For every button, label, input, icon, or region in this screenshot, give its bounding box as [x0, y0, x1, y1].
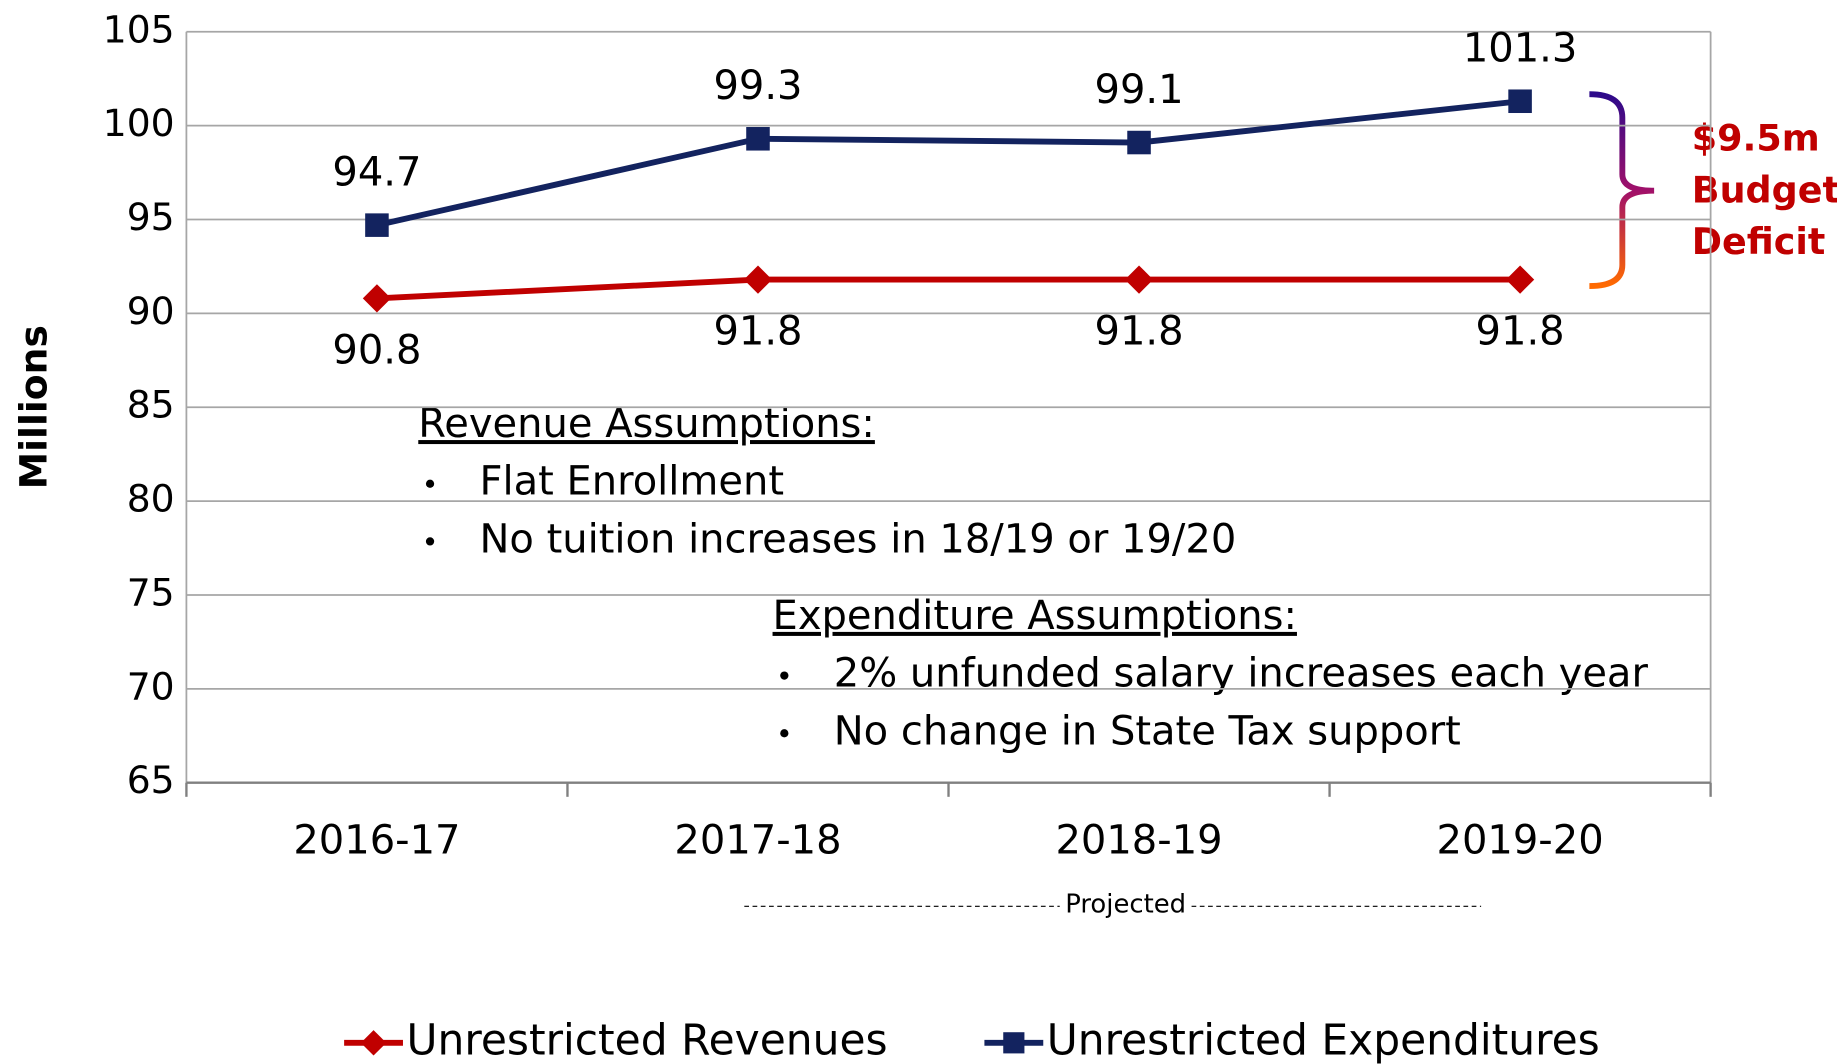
data-label: 91.8: [713, 309, 802, 355]
y-tick-label: 95: [127, 195, 175, 239]
y-tick-label: 85: [127, 383, 175, 427]
bullet: [780, 729, 789, 738]
data-label: 90.8: [332, 327, 421, 373]
marker: [365, 213, 389, 237]
y-tick-label: 65: [127, 758, 175, 802]
bullet: [780, 671, 789, 680]
y-tick-label: 90: [127, 289, 175, 333]
assumption-heading: Expenditure Assumptions:: [773, 593, 1297, 639]
x-tick-label: 2016-17: [293, 818, 460, 864]
data-label: 91.8: [1095, 309, 1184, 355]
marker: [743, 265, 773, 294]
deficit-label: $9.5m: [1692, 117, 1820, 160]
x-tick-label: 2019-20: [1437, 818, 1604, 864]
marker: [362, 284, 392, 313]
assumption-item: No tuition increases in 18/19 or 19/20: [479, 516, 1236, 562]
data-label: 91.8: [1476, 309, 1565, 355]
y-tick-label: 80: [127, 477, 175, 521]
annotations: $9.5m Budget Deficit Revenue Assumptions: Fl…: [418, 117, 1837, 920]
data-label: 99.1: [1095, 67, 1184, 113]
deficit-brace: [1589, 91, 1655, 289]
x-tick-label: 2018-19: [1055, 818, 1222, 864]
marker: [1508, 89, 1532, 114]
deficit-label: Deficit: [1692, 220, 1826, 263]
assumption-heading: Revenue Assumptions:: [418, 401, 875, 447]
x-tick-label: 2017-18: [674, 818, 841, 864]
assumption-item: No change in State Tax support: [834, 708, 1461, 754]
marker: [1127, 130, 1151, 155]
marker: [1003, 1032, 1025, 1054]
series-line: [376, 98, 1521, 229]
legend-label: Unrestricted Expenditures: [1047, 1015, 1600, 1064]
assumption-item: Flat Enrollment: [479, 459, 784, 505]
y-tick-label: 75: [127, 570, 175, 614]
bullet: [425, 537, 435, 546]
deficit-label: Budget: [1692, 168, 1837, 211]
data-label: 94.7: [332, 150, 421, 196]
series-line: [376, 276, 1521, 302]
marker: [1505, 265, 1535, 294]
y-tick-label: 70: [127, 664, 175, 708]
marker: [746, 127, 770, 151]
bullet: [425, 479, 435, 488]
y-tick-label: 100: [103, 101, 175, 145]
y-axis-label: Millions: [11, 325, 55, 489]
projected-label: Projected: [1065, 890, 1186, 920]
data-label: 99.3: [713, 63, 802, 109]
data-label: 101.3: [1463, 26, 1578, 72]
legend-label: Unrestricted Revenues: [407, 1015, 888, 1064]
marker: [1124, 265, 1154, 294]
y-tick-label: 105: [103, 7, 175, 51]
